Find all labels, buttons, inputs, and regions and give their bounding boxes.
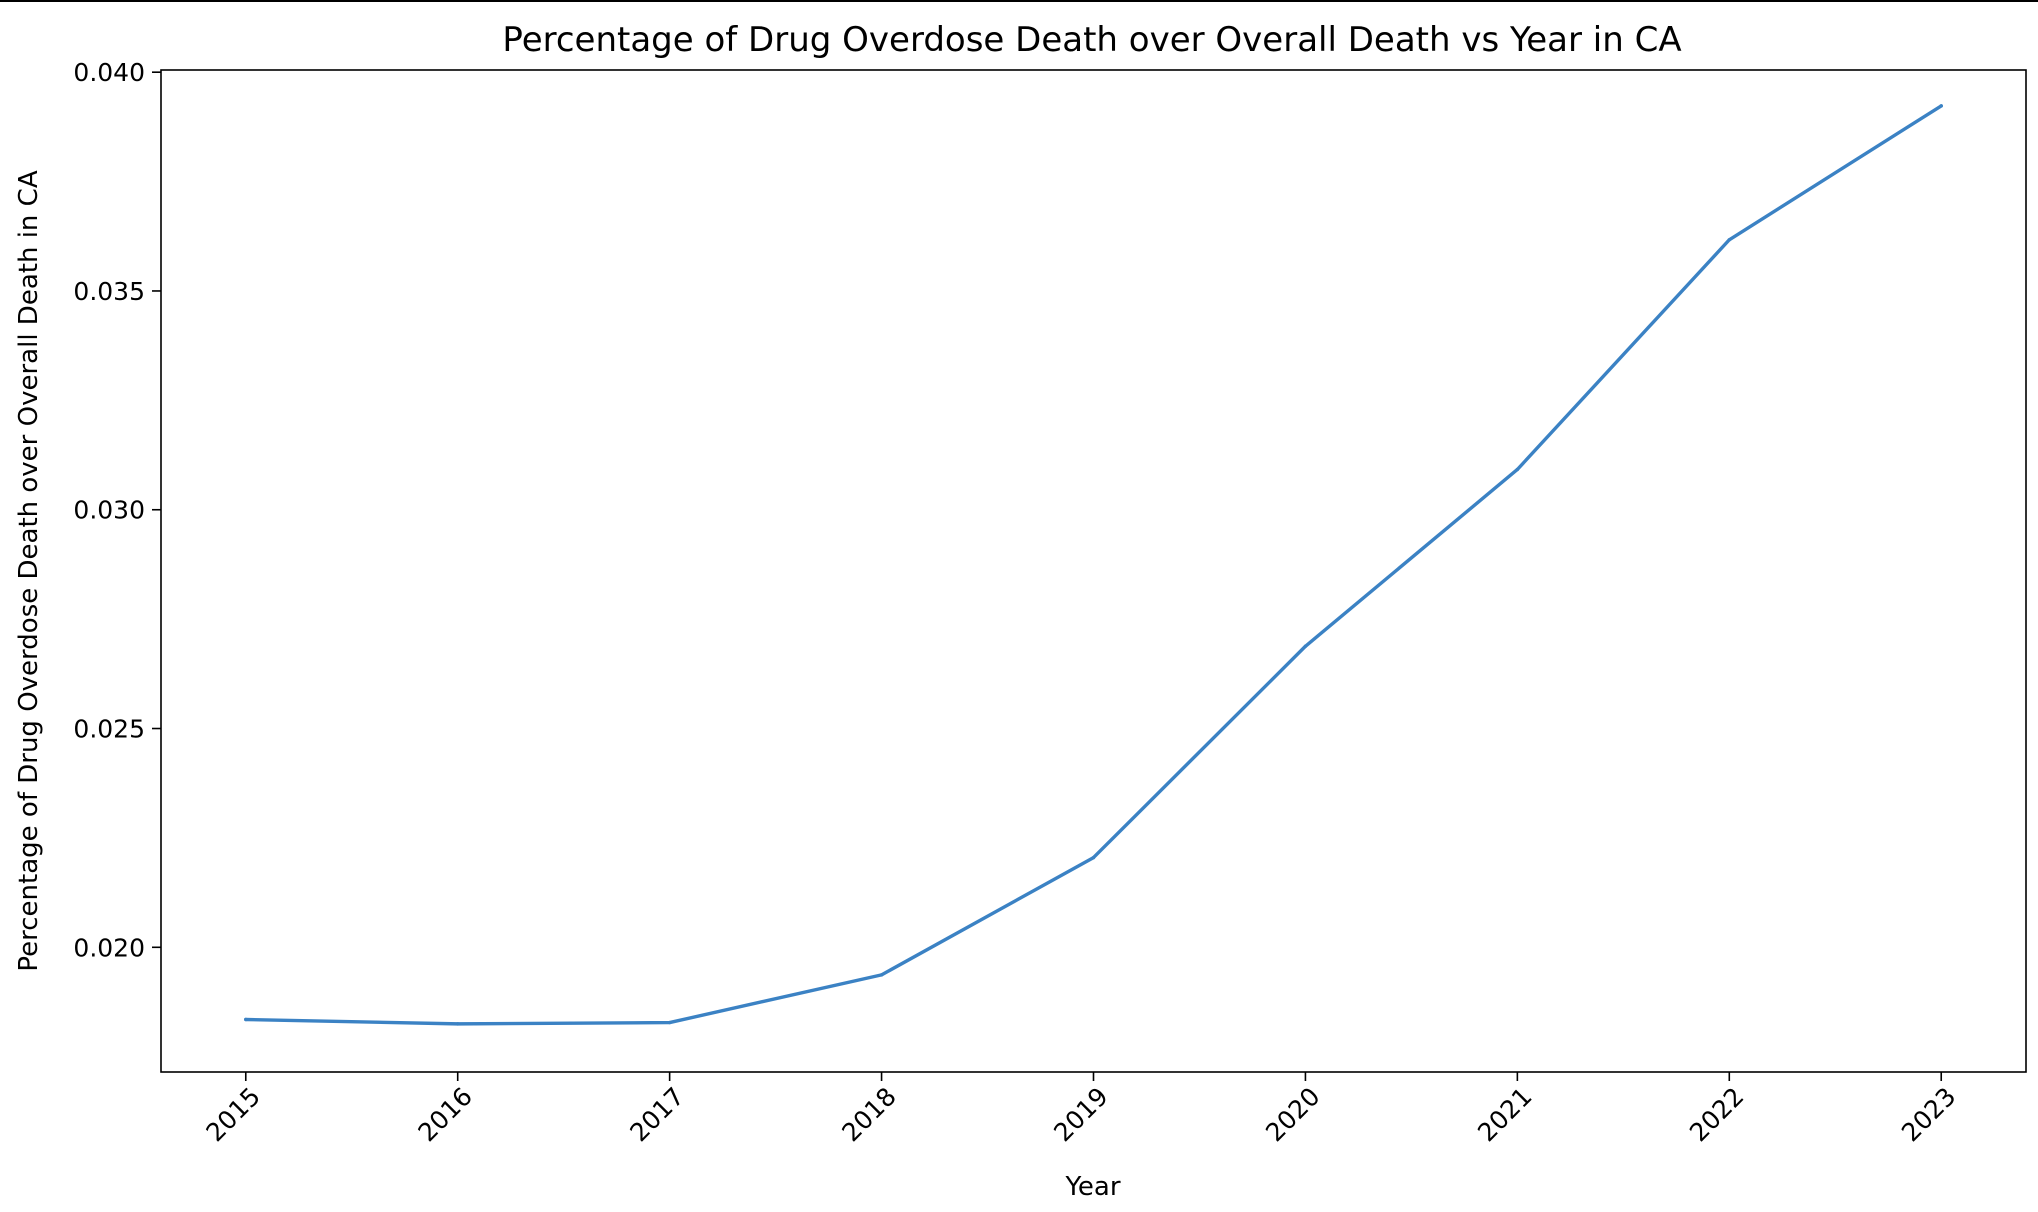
plot-area-frame xyxy=(160,69,2027,1073)
x-tick-label: 2019 xyxy=(1048,1082,1113,1147)
data-point xyxy=(879,973,884,977)
data-point xyxy=(1939,104,1943,108)
series-layer xyxy=(244,104,1943,1026)
y-tick-label: 0.035 xyxy=(73,277,145,306)
y-axis-label: Percentage of Drug Overdose Death over O… xyxy=(14,170,44,971)
data-point xyxy=(1303,644,1308,648)
x-tick-label: 2015 xyxy=(201,1082,266,1147)
x-tick-label: 2018 xyxy=(836,1082,901,1147)
y-tick-label: 0.025 xyxy=(73,715,145,744)
x-tick-label: 2023 xyxy=(1896,1082,1961,1147)
x-tick-label: 2016 xyxy=(412,1082,477,1147)
y-axis: 0.020 0.025 0.030 0.035 0.040 xyxy=(73,58,161,962)
chart-title: Percentage of Drug Overdose Death over O… xyxy=(502,20,1681,60)
x-tick-label: 2021 xyxy=(1472,1082,1537,1147)
x-tick-label: 2017 xyxy=(624,1082,689,1147)
data-point xyxy=(1091,855,1096,860)
page-top-border xyxy=(0,0,2038,2)
data-point xyxy=(1727,238,1731,242)
x-tick-label: 2020 xyxy=(1260,1082,1325,1147)
y-tick-label: 0.030 xyxy=(73,496,145,525)
series-line xyxy=(244,104,1943,1026)
x-axis: 2015 2016 2017 2018 2019 2020 2021 2022 2023 xyxy=(201,1072,1961,1147)
x-axis-label: Year xyxy=(1064,1172,1120,1202)
data-point xyxy=(244,1017,248,1022)
data-point xyxy=(456,1022,460,1026)
x-tick-label: 2022 xyxy=(1684,1082,1749,1147)
y-tick-label: 0.040 xyxy=(73,58,145,87)
y-tick-label: 0.020 xyxy=(73,933,145,962)
data-point xyxy=(1515,467,1520,472)
data-point xyxy=(667,1020,672,1025)
